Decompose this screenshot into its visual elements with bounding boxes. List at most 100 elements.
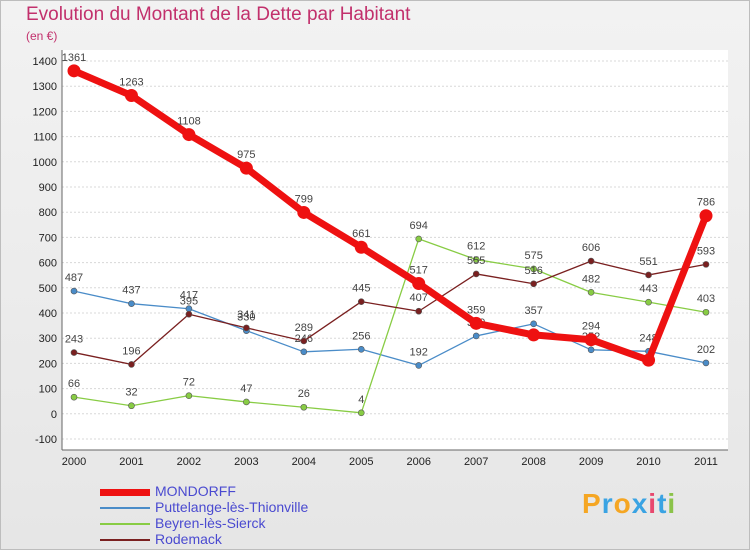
logo-letter: P [582, 488, 602, 519]
legend-swatch [100, 539, 150, 541]
data-label: 202 [697, 344, 715, 356]
data-point [128, 300, 135, 307]
data-point [300, 403, 308, 411]
legend-label: Beyren-lès-Sierck [155, 515, 266, 531]
data-label: 341 [237, 309, 255, 321]
data-label: 487 [65, 272, 83, 284]
series-segment [475, 273, 535, 285]
x-tick-label: 2010 [636, 456, 660, 468]
data-point [472, 332, 480, 340]
data-point [472, 270, 480, 278]
series-segment [647, 350, 707, 364]
series-segment [360, 238, 420, 414]
data-point [357, 345, 365, 353]
series-segment [185, 131, 250, 172]
data-point [243, 324, 250, 332]
proxiti-logo: Proxiti [582, 488, 676, 520]
data-point [412, 277, 426, 291]
y-tick-label: 0 [51, 409, 57, 421]
data-point [645, 298, 652, 306]
data-label: 407 [410, 292, 428, 304]
logo-letter: i [648, 488, 658, 519]
series-segment [188, 308, 248, 332]
data-point [70, 393, 78, 401]
x-tick-label: 2000 [62, 456, 86, 468]
data-label: 606 [582, 242, 600, 254]
data-point [239, 161, 253, 175]
data-point [243, 398, 250, 406]
data-label: 445 [352, 283, 370, 295]
x-tick-label: 2001 [119, 456, 143, 468]
series-segment [303, 301, 362, 342]
data-point [297, 205, 311, 219]
data-point [357, 298, 365, 305]
data-label: 1263 [119, 77, 143, 89]
data-point [530, 280, 537, 288]
data-label: 975 [237, 149, 255, 161]
series-segment [532, 260, 592, 285]
logo-letter: x [631, 488, 649, 519]
data-point [357, 409, 365, 417]
data-point [702, 359, 710, 367]
chart-title: Evolution du Montant de la Dette par Hab… [26, 4, 411, 25]
series-segment [418, 273, 477, 312]
legend-swatch [100, 489, 150, 496]
data-label: 192 [410, 346, 428, 358]
series-segment [300, 208, 365, 251]
data-label: 32 [125, 387, 137, 399]
data-label: 289 [295, 322, 313, 334]
x-tick-label: 2007 [464, 456, 488, 468]
series-segment [127, 92, 193, 139]
data-point [415, 362, 423, 369]
y-tick-label: 1400 [33, 56, 57, 68]
data-label: 799 [295, 193, 313, 205]
y-tick-label: 1100 [33, 132, 57, 144]
data-point [415, 307, 423, 315]
data-point [527, 328, 541, 342]
series-segment [130, 395, 190, 407]
data-label: 357 [524, 305, 542, 317]
y-tick-label: 900 [39, 182, 57, 194]
x-tick-label: 2006 [406, 456, 430, 468]
data-point [530, 265, 537, 273]
legend-label: MONDORFF [155, 483, 236, 499]
data-label: 47 [240, 383, 252, 395]
y-tick-label: 300 [39, 333, 57, 345]
data-point [642, 353, 656, 367]
series-segment [590, 260, 650, 276]
chart-unit: (en €) [26, 29, 58, 43]
series-segment [73, 351, 133, 366]
y-tick-label: 600 [39, 258, 57, 270]
x-tick-label: 2004 [292, 456, 316, 468]
data-label: 661 [352, 228, 370, 240]
data-label: 555 [467, 255, 485, 267]
series-segment [587, 336, 653, 364]
data-label: 516 [524, 265, 542, 277]
series-segment [130, 303, 190, 310]
data-label: 256 [352, 330, 370, 342]
series-segment [357, 243, 423, 288]
series-segment [70, 67, 135, 100]
y-tick-label: 100 [39, 384, 57, 396]
data-label: 330 [237, 312, 255, 324]
logo-letter: t [657, 488, 668, 519]
data-label: 593 [697, 245, 715, 257]
data-label: 196 [122, 345, 140, 357]
y-tick-label: 400 [39, 308, 57, 320]
series-segment [360, 348, 420, 367]
data-point [182, 128, 196, 142]
y-tick-label: 1000 [33, 157, 57, 169]
data-label: 551 [639, 256, 657, 268]
data-point [584, 333, 598, 347]
data-point [300, 348, 308, 356]
y-tick-label: 200 [39, 358, 57, 370]
series-segment [532, 268, 592, 293]
data-point [70, 349, 78, 356]
y-tick-label: 1200 [33, 106, 57, 118]
series-segment [360, 301, 420, 312]
data-label: 72 [183, 377, 195, 389]
legend-swatch [100, 507, 150, 509]
data-point [185, 310, 193, 318]
y-tick-label: 500 [39, 283, 57, 295]
